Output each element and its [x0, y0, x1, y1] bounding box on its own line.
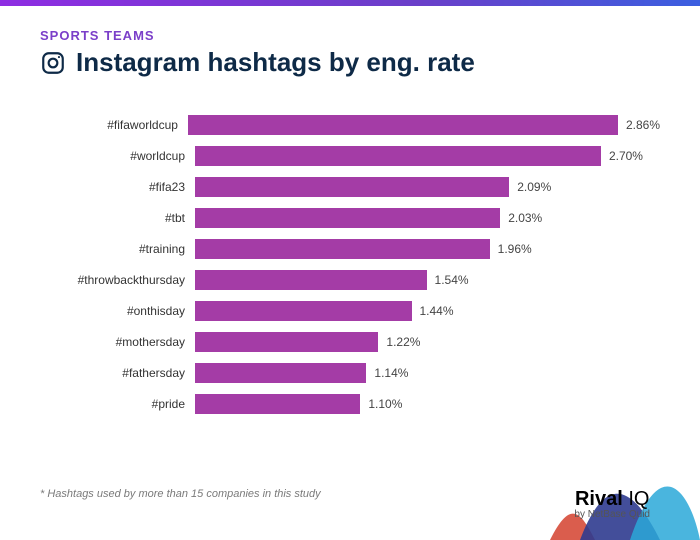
bar-row: #fathersday 1.14%: [40, 362, 660, 384]
bar-row: #worldcup 2.70%: [40, 145, 660, 167]
bar-wrap: 1.10%: [195, 394, 660, 414]
bar-value: 2.86%: [626, 118, 660, 132]
bar: [195, 239, 490, 259]
bar-wrap: 2.03%: [195, 208, 660, 228]
bar-value: 1.96%: [498, 242, 532, 256]
bar-value: 1.54%: [435, 273, 469, 287]
brand-logo: Rival IQ by NetBase Quid: [574, 488, 650, 520]
bar-label: #pride: [40, 397, 195, 411]
bar: [195, 146, 601, 166]
bar-label: #training: [40, 242, 195, 256]
logo-bold: Rival: [575, 488, 623, 510]
bar-value: 1.14%: [374, 366, 408, 380]
bar-row: #throwbackthursday 1.54%: [40, 269, 660, 291]
bar-wrap: 2.86%: [188, 115, 660, 135]
bar: [195, 301, 412, 321]
bar-wrap: 1.96%: [195, 239, 660, 259]
bar-value: 2.03%: [508, 211, 542, 225]
bar-label: #fifaworldcup: [40, 118, 188, 132]
bar-row: #mothersday 1.22%: [40, 331, 660, 353]
bar-value: 1.22%: [386, 335, 420, 349]
bar: [195, 332, 378, 352]
bar-wrap: 1.14%: [195, 363, 660, 383]
bar-label: #fathersday: [40, 366, 195, 380]
bar-row: #pride 1.10%: [40, 393, 660, 415]
bar-label: #throwbackthursday: [40, 273, 195, 287]
bar-label: #fifa23: [40, 180, 195, 194]
bar-label: #worldcup: [40, 149, 195, 163]
bar-value: 2.70%: [609, 149, 643, 163]
bar-value: 1.44%: [420, 304, 454, 318]
top-gradient-bar: [0, 0, 700, 6]
bar-row: #tbt 2.03%: [40, 207, 660, 229]
bar-value: 1.10%: [368, 397, 402, 411]
bar-wrap: 1.44%: [195, 301, 660, 321]
bar-wrap: 1.54%: [195, 270, 660, 290]
title-row: Instagram hashtags by eng. rate: [40, 47, 660, 78]
bar-wrap: 2.70%: [195, 146, 660, 166]
bar: [195, 208, 500, 228]
logo-main: Rival IQ: [574, 488, 650, 511]
bar-value: 2.09%: [517, 180, 551, 194]
category-label: SPORTS TEAMS: [40, 28, 660, 43]
bar-label: #onthisday: [40, 304, 195, 318]
bar: [195, 363, 366, 383]
bar: [195, 270, 427, 290]
bar-row: #training 1.96%: [40, 238, 660, 260]
bar-wrap: 2.09%: [195, 177, 660, 197]
logo-tagline: by NetBase Quid: [574, 509, 650, 520]
bar-row: #fifaworldcup 2.86%: [40, 114, 660, 136]
chart-title: Instagram hashtags by eng. rate: [76, 47, 475, 78]
footnote-text: * Hashtags used by more than 15 companie…: [40, 488, 321, 500]
bar-row: #fifa23 2.09%: [40, 176, 660, 198]
bar-wrap: 1.22%: [195, 332, 660, 352]
bar-label: #mothersday: [40, 335, 195, 349]
logo-light: IQ: [623, 488, 650, 510]
bar: [195, 394, 360, 414]
bar-label: #tbt: [40, 211, 195, 225]
bar: [188, 115, 618, 135]
bar: [195, 177, 509, 197]
instagram-icon: [40, 50, 66, 76]
chart-card: SPORTS TEAMS Instagram hashtags by eng. …: [0, 0, 700, 540]
bar-chart: #fifaworldcup 2.86% #worldcup 2.70% #fifa23 2…: [40, 114, 660, 415]
bar-row: #onthisday 1.44%: [40, 300, 660, 322]
